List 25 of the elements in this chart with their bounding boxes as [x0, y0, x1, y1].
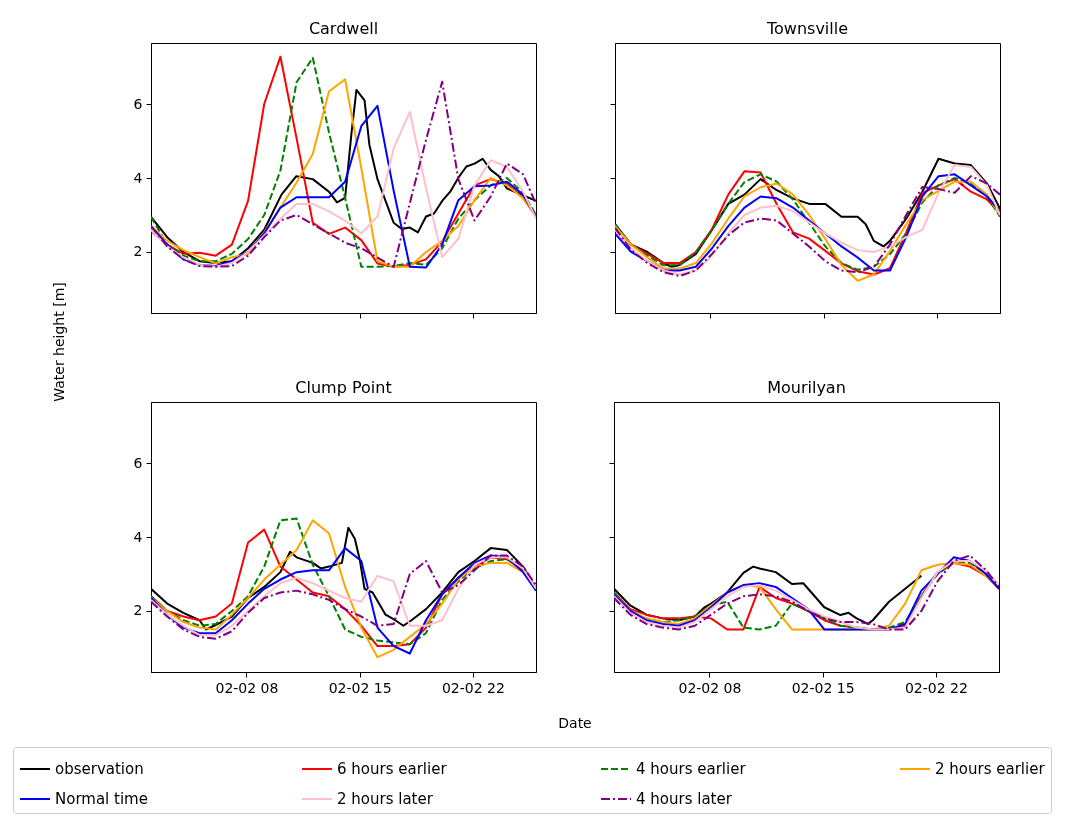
legend-label: 6 hours earlier [337, 760, 448, 778]
x-axis-title: Date [558, 714, 592, 731]
legend-label: observation [55, 760, 144, 778]
legend-label: 2 hours earlier [935, 760, 1046, 778]
y-tick-label: 6 [133, 95, 143, 112]
legend-label: 4 hours later [636, 790, 733, 808]
chart-title: Clump Point [295, 378, 392, 397]
y-tick-label: 2 [133, 602, 143, 619]
x-tick-label: 02-02 15 [328, 679, 392, 696]
y-tick-label: 6 [133, 454, 143, 471]
chart-title: Mourilyan [767, 378, 846, 397]
y-tick-label: 2 [133, 243, 143, 260]
x-tick-label: 02-02 08 [215, 679, 279, 696]
legend-label: Normal time [55, 790, 148, 808]
legend-label: 4 hours earlier [636, 760, 747, 778]
y-tick-label: 4 [133, 528, 143, 545]
x-tick-label: 02-02 22 [904, 679, 968, 696]
chart-title: Cardwell [308, 19, 379, 38]
x-tick-label: 02-02 15 [791, 679, 855, 696]
y-tick-label: 4 [133, 169, 143, 186]
x-tick-label: 02-02 22 [441, 679, 505, 696]
legend-label: 2 hours later [337, 790, 434, 808]
x-tick-label: 02-02 08 [678, 679, 742, 696]
chart-title: Townsville [765, 19, 849, 38]
y-axis-title: Water height [m] [50, 282, 67, 402]
